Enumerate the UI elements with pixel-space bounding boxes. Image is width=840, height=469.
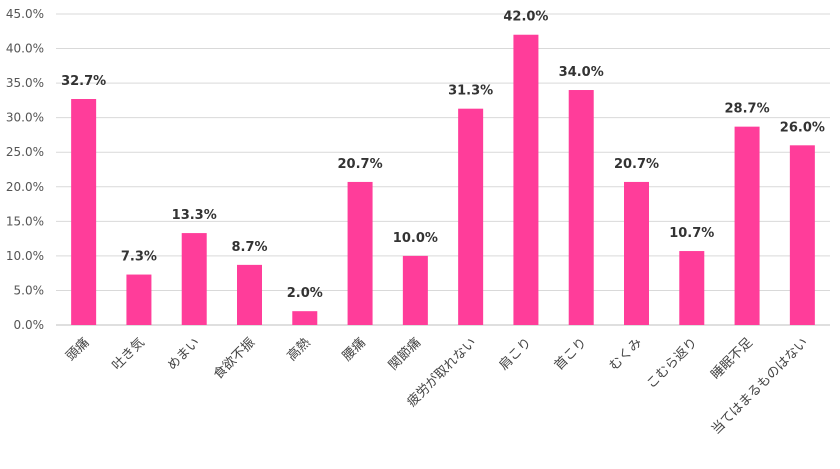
bar: [71, 99, 97, 325]
bar: [679, 251, 705, 325]
y-tick-label: 35.0%: [6, 76, 44, 90]
y-axis-ticks: 0.0% 5.0% 10.0% 15.0% 20.0% 25.0% 30.0% 35.0% 40…: [6, 7, 44, 332]
bar: [624, 181, 649, 325]
bar: [513, 34, 539, 325]
x-category-label: 食欲不振: [210, 335, 258, 383]
data-label: 10.7%: [669, 226, 714, 241]
x-category-label: こむら返り: [644, 335, 701, 392]
data-label: 34.0%: [559, 65, 604, 80]
bar: [568, 90, 594, 326]
data-label: 8.7%: [231, 240, 267, 255]
y-tick-label: 45.0%: [6, 7, 44, 21]
data-label: 32.7%: [61, 74, 106, 89]
y-tick-label: 10.0%: [6, 249, 44, 263]
data-labels: 32.7% 7.3% 13.3% 8.7% 2.0% 20.7% 10.0% 31.3% 42.…: [61, 10, 825, 301]
data-label: 13.3%: [172, 208, 217, 223]
y-tick-label: 5.0%: [14, 283, 45, 297]
data-label: 20.7%: [338, 157, 383, 172]
x-category-label: 肩こり: [496, 335, 535, 374]
y-tick-label: 40.0%: [6, 42, 44, 56]
x-category-label: めまい: [165, 335, 203, 373]
data-label: 7.3%: [121, 250, 157, 265]
bars: [71, 34, 815, 326]
x-category-label: 関節痛: [385, 335, 424, 374]
x-category-label: 吐き気: [109, 335, 148, 374]
bar: [292, 311, 318, 325]
bar: [402, 255, 428, 325]
bar: [181, 233, 207, 325]
y-tick-label: 25.0%: [6, 145, 44, 159]
data-label: 2.0%: [287, 286, 323, 301]
bar: [458, 108, 484, 325]
y-tick-label: 0.0%: [14, 318, 45, 332]
x-category-label: 頭痛: [63, 335, 93, 365]
y-tick-label: 30.0%: [6, 111, 44, 125]
y-tick-label: 20.0%: [6, 180, 44, 194]
x-category-label: むくみ: [607, 335, 646, 374]
x-category-label: 腰痛: [339, 335, 369, 365]
x-category-label: 高熱: [284, 335, 314, 365]
data-label: 28.7%: [725, 102, 770, 117]
bar: [734, 126, 760, 325]
data-label: 42.0%: [503, 10, 548, 25]
bar: [126, 274, 152, 325]
y-tick-label: 15.0%: [6, 214, 44, 228]
gridlines: [56, 13, 830, 326]
x-category-label: 首こり: [552, 335, 590, 373]
data-label: 26.0%: [780, 120, 825, 135]
x-category-label: 睡眠不足: [709, 335, 756, 382]
data-label: 31.3%: [448, 84, 493, 99]
bar: [789, 145, 815, 325]
bar: [347, 181, 373, 325]
x-category-label: 当てはまるものはない: [709, 335, 811, 437]
data-label: 20.7%: [614, 157, 659, 172]
data-label: 10.0%: [393, 231, 438, 246]
bar: [237, 264, 262, 325]
